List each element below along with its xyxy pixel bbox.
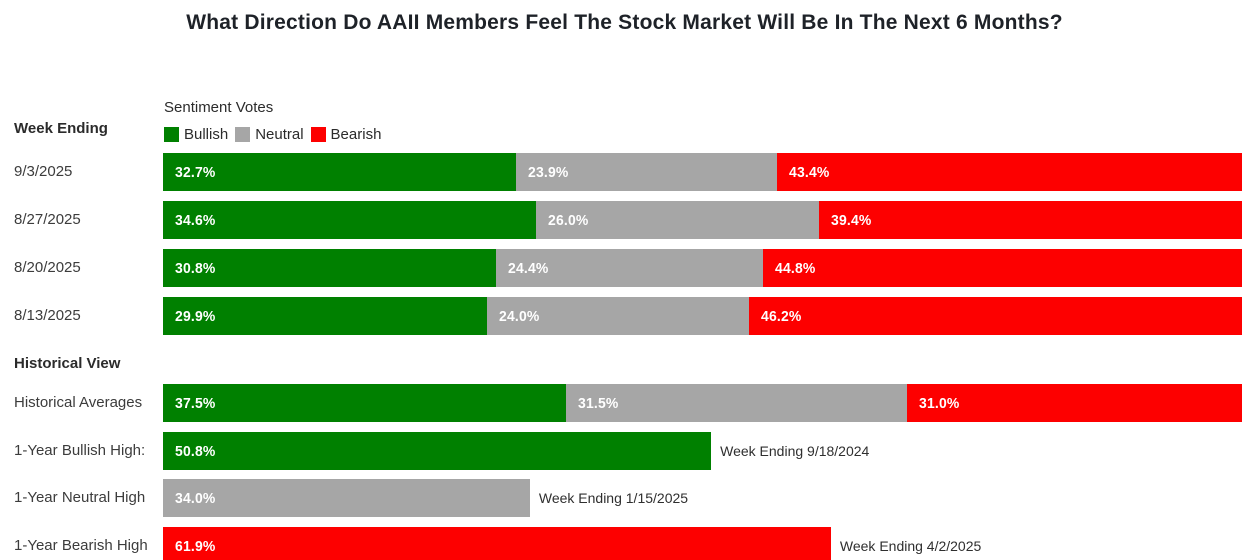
legend-label: Bullish <box>184 126 229 143</box>
legend-item-neutral: Neutral <box>235 126 304 143</box>
stacked-bar: 30.8% 24.4% 44.8% <box>163 249 1242 287</box>
neutral-bar-segment: 24.4% <box>496 249 763 287</box>
single-bar-track: 61.9% Week Ending 4/2/2025 <box>163 527 1242 560</box>
bullish-bar-segment: 32.7% <box>163 153 517 191</box>
neutral-bar-segment: 31.5% <box>566 384 907 422</box>
historical-view-heading: Historical View <box>14 355 121 372</box>
row-label: 1-Year Bullish High: <box>14 442 146 459</box>
bar-value-label: 31.5% <box>578 394 619 412</box>
bar-value-label: 37.5% <box>175 394 216 412</box>
single-bar-track: 50.8% Week Ending 9/18/2024 <box>163 432 1242 470</box>
bar-value-label: 39.4% <box>831 211 872 229</box>
row-label: 9/3/2025 <box>14 163 73 180</box>
neutral-bar-segment: 23.9% <box>516 153 778 191</box>
stacked-bar: 32.7% 23.9% 43.4% <box>163 153 1242 191</box>
bar-value-label: 50.8% <box>175 442 216 460</box>
bar-value-label: 24.0% <box>498 307 540 325</box>
bullish-bar-segment: 37.5% <box>163 384 567 422</box>
bar-annotation: Week Ending 9/18/2024 <box>720 443 870 459</box>
neutral-swatch-icon <box>235 127 251 142</box>
row-label: 1-Year Bearish High <box>14 537 148 554</box>
stacked-bar: 37.5% 31.5% 31.0% <box>163 384 1242 422</box>
bearish-bar-segment: 46.2% <box>748 297 1242 335</box>
row-label: Historical Averages <box>14 394 143 411</box>
bar-value-label: 46.2% <box>760 307 802 325</box>
stacked-bar: 34.6% 26.0% 39.4% <box>163 201 1242 239</box>
bar-value-label: 31.0% <box>918 394 960 412</box>
bar-value-label: 26.0% <box>547 211 589 229</box>
week-ending-heading: Week Ending <box>14 120 108 137</box>
stacked-bar: 29.9% 24.0% 46.2% <box>163 297 1242 335</box>
bullish-bar-segment: 34.6% <box>163 201 536 239</box>
bar-value-label: 44.8% <box>774 259 816 277</box>
bar-value-label: 29.9% <box>175 307 216 325</box>
row-label: 8/13/2025 <box>14 307 81 324</box>
bar-value-label: 43.4% <box>789 163 830 181</box>
bar-value-label: 24.4% <box>508 259 549 277</box>
chart-title: What Direction Do AAII Members Feel The … <box>186 11 1063 34</box>
bar-value-label: 34.0% <box>175 489 216 507</box>
bar-value-label: 61.9% <box>175 537 216 555</box>
bullish-bar-segment: 50.8% <box>163 432 712 470</box>
bearish-bar-segment: 61.9% <box>163 527 831 560</box>
bullish-bar-segment: 29.9% <box>163 297 487 335</box>
bar-value-label: 32.7% <box>175 163 216 181</box>
row-label: 8/27/2025 <box>14 211 81 228</box>
legend-label: Neutral <box>255 126 304 143</box>
bullish-swatch-icon <box>164 127 179 142</box>
neutral-bar-segment: 34.0% <box>163 479 530 517</box>
bullish-bar-segment: 30.8% <box>163 249 497 287</box>
bearish-bar-segment: 31.0% <box>906 384 1242 422</box>
bearish-swatch-icon <box>310 127 326 142</box>
legend-title: Sentiment Votes <box>164 99 274 116</box>
single-bar-track: 34.0% Week Ending 1/15/2025 <box>163 479 1242 517</box>
legend-label: Bearish <box>330 126 382 143</box>
bar-value-label: 30.8% <box>175 259 216 277</box>
neutral-bar-segment: 26.0% <box>535 201 820 239</box>
bar-annotation: Week Ending 4/2/2025 <box>839 538 982 554</box>
bar-annotation: Week Ending 1/15/2025 <box>538 490 689 506</box>
legend-item-bearish: Bearish <box>310 126 382 143</box>
bearish-bar-segment: 39.4% <box>819 201 1242 239</box>
bar-value-label: 23.9% <box>528 163 569 181</box>
row-label: 8/20/2025 <box>14 259 81 276</box>
row-label: 1-Year Neutral High <box>14 489 146 506</box>
legend-item-bullish: Bullish <box>164 126 228 143</box>
legend: Bullish Neutral Bearish <box>164 126 388 143</box>
bearish-bar-segment: 44.8% <box>762 249 1242 287</box>
neutral-bar-segment: 24.0% <box>486 297 749 335</box>
bearish-bar-segment: 43.4% <box>777 153 1242 191</box>
bar-value-label: 34.6% <box>175 211 216 229</box>
